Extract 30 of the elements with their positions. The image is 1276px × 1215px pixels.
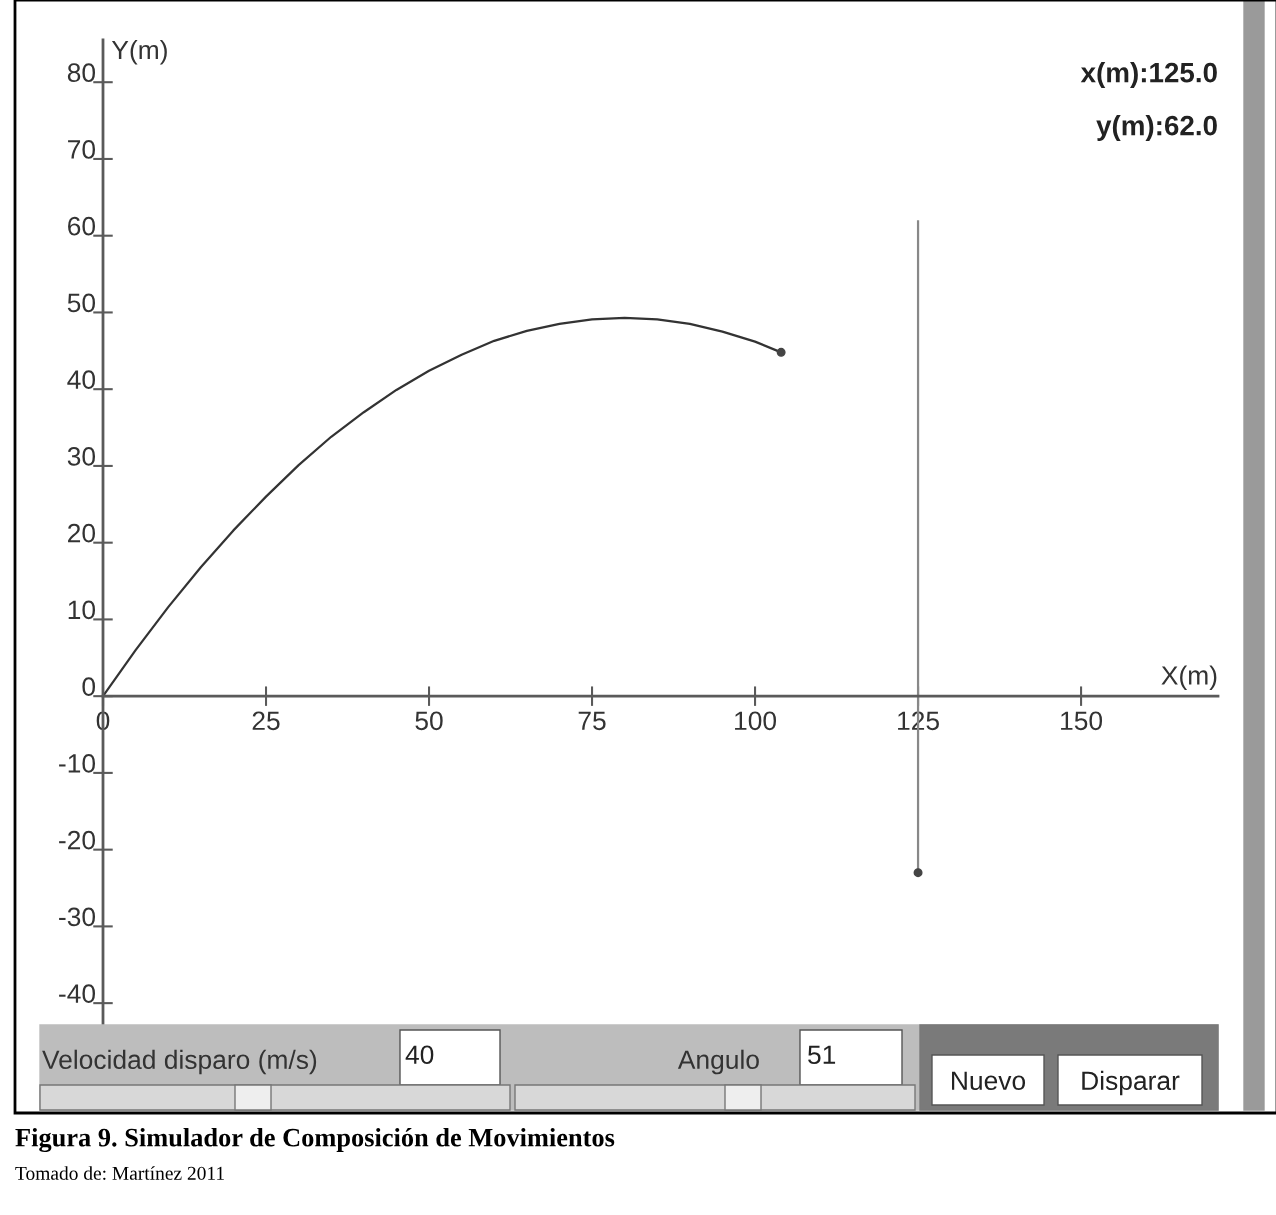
y-tick-label: 70 [68, 140, 96, 159]
x-tick-label: 50 [415, 711, 443, 731]
y-tick-label: 80 [67, 63, 96, 83]
y-tick-label: -30 [59, 907, 96, 927]
y-tick-label: -10 [59, 754, 96, 773]
text: 40 [405, 1045, 434, 1065]
x-tick-label: 150 [1061, 711, 1103, 731]
annotation: x(m):125.0 [1080, 62, 1217, 88]
y-tick-label: 40 [67, 370, 96, 390]
x-axis-title: X(m) [1161, 665, 1217, 691]
x-tick-label: 25 [252, 711, 280, 731]
y-tick-label: 60 [68, 216, 96, 236]
annotation: y(m):62.0 [1096, 115, 1217, 141]
x-tick-label: 100 [735, 711, 777, 731]
text: Figura 9. Simulador de Composición de Movimientos [15, 1127, 615, 1153]
text: Disparar [1082, 1070, 1180, 1096]
y-tick-label: -20 [59, 830, 96, 850]
y-tick-label: 30 [67, 447, 96, 466]
text: Angulo [677, 1049, 759, 1075]
y-tick-label: 0 [82, 677, 96, 696]
text: 51 [808, 1045, 836, 1065]
y-tick-label: -40 [59, 984, 96, 1003]
text: Velocidad disparo (m/s) [42, 1049, 317, 1075]
text: Tomado de: Martínez 2011 [15, 1166, 224, 1180]
y-tick-label: 20 [68, 523, 96, 543]
y-tick-label: 50 [67, 293, 96, 313]
y-axis-title: Y(m) [111, 40, 167, 65]
x-tick-label: 75 [578, 711, 606, 731]
text: Nuevo [952, 1071, 1026, 1091]
y-tick-label: 10 [68, 600, 96, 620]
